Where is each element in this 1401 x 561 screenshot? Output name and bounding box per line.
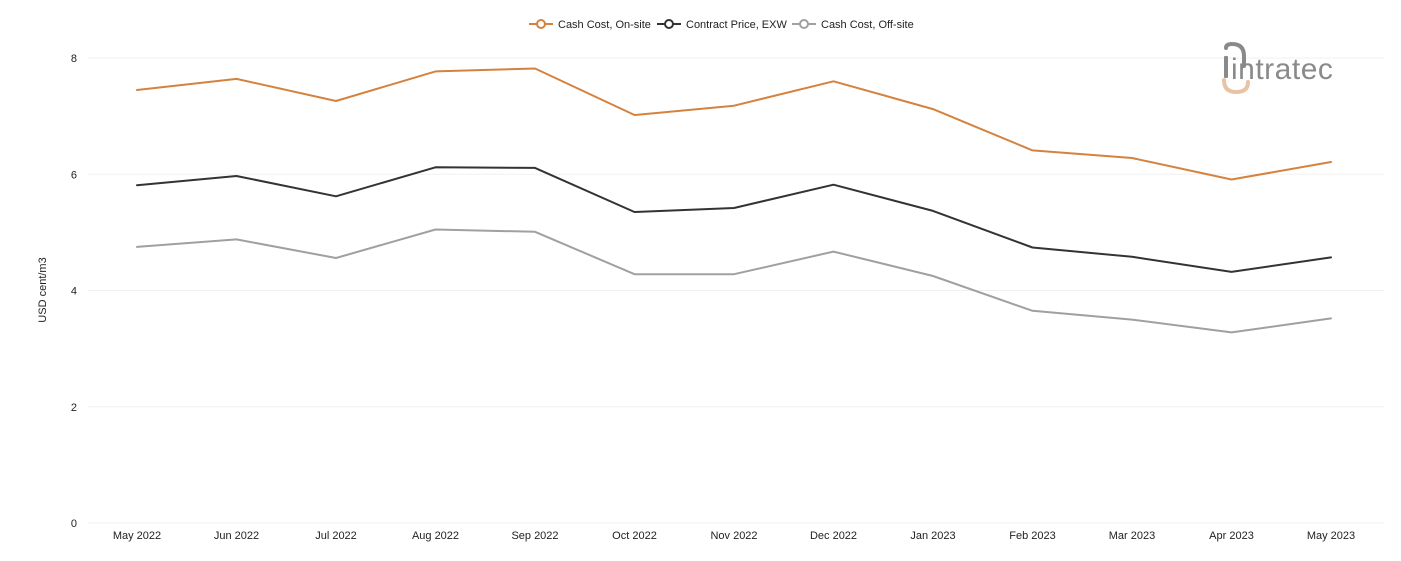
legend-item: Cash Cost, On-site <box>529 19 651 31</box>
x-tick-label: May 2022 <box>113 530 161 542</box>
legend-label: Cash Cost, On-site <box>558 19 651 31</box>
x-tick-label: Sep 2022 <box>511 530 558 542</box>
y-axis-ticks: 0 2 4 6 8 <box>71 53 77 530</box>
intratec-logo: intratec <box>1222 41 1333 95</box>
x-tick-label: Dec 2022 <box>810 530 857 542</box>
y-tick-label: 0 <box>71 518 77 530</box>
series-line <box>136 166 1332 273</box>
legend-marker <box>664 19 674 29</box>
y-tick-label: 8 <box>71 53 77 65</box>
y-tick-label: 2 <box>71 402 77 414</box>
x-tick-label: May 2023 <box>1307 530 1355 542</box>
x-tick-label: Jan 2023 <box>910 530 955 542</box>
y-tick-label: 6 <box>71 169 77 181</box>
legend-marker <box>536 19 546 29</box>
x-tick-label: Aug 2022 <box>412 530 459 542</box>
x-tick-label: Oct 2022 <box>612 530 657 542</box>
legend-label: Cash Cost, Off-site <box>821 19 914 31</box>
intratec-logo-icon <box>1222 41 1250 95</box>
y-tick-label: 4 <box>71 286 77 298</box>
series-lines <box>136 67 1332 334</box>
legend-item: Cash Cost, Off-site <box>792 19 914 31</box>
grid-lines <box>88 57 1384 524</box>
x-tick-label: Jul 2022 <box>315 530 357 542</box>
x-tick-label: Feb 2023 <box>1009 530 1055 542</box>
legend-label: Contract Price, EXW <box>686 19 787 31</box>
series-line <box>136 67 1332 181</box>
legend: Cash Cost, On-site Contract Price, EXW Cas… <box>529 19 914 31</box>
x-tick-label: Nov 2022 <box>710 530 757 542</box>
logo-text: intratec <box>1231 53 1333 86</box>
x-tick-label: Mar 2023 <box>1109 530 1155 542</box>
y-axis-title: USD cent/m3 <box>37 257 49 322</box>
x-axis-ticks: May 2022 Jun 2022 Jul 2022 Aug 2022 Sep 2022… <box>113 530 1355 542</box>
x-tick-label: Apr 2023 <box>1209 530 1254 542</box>
x-tick-label: Jun 2022 <box>214 530 259 542</box>
legend-item: Contract Price, EXW <box>657 19 787 31</box>
series-line <box>136 228 1332 334</box>
legend-marker <box>799 19 809 29</box>
